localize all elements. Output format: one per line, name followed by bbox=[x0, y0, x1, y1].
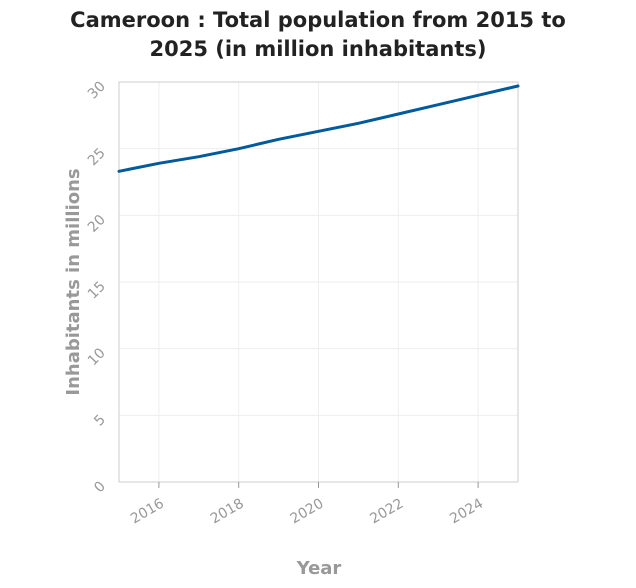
chart-title-line-1: Cameroon : Total population from 2015 to bbox=[70, 8, 566, 32]
chart-title: Cameroon : Total population from 2015 to… bbox=[0, 6, 636, 64]
y-tick-label: 0 bbox=[91, 479, 109, 497]
y-tick-label: 25 bbox=[85, 145, 109, 169]
x-tick-label: 2020 bbox=[288, 496, 327, 528]
series-layer bbox=[117, 84, 520, 173]
y-tick-label: 20 bbox=[85, 212, 109, 236]
grid-lines bbox=[119, 82, 518, 482]
x-axis-title: Year bbox=[296, 558, 342, 579]
series-line bbox=[117, 84, 520, 173]
y-tick-label: 15 bbox=[85, 279, 109, 303]
x-tick-label: 2018 bbox=[208, 496, 247, 528]
y-tick-label: 30 bbox=[85, 79, 109, 103]
y-tick-label: 5 bbox=[91, 412, 109, 430]
x-tick-label: 2024 bbox=[447, 496, 486, 528]
y-tick-label: 10 bbox=[85, 345, 109, 369]
y-axis-title: Inhabitants in millions bbox=[63, 168, 84, 395]
x-tick-label: 2022 bbox=[367, 496, 406, 528]
axis-ticks: 0 5 10 15 20 25 30 2016 2018 2020 2022 2024 bbox=[85, 79, 486, 528]
x-tick-label: 2016 bbox=[128, 496, 167, 528]
chart-title-line-2: 2025 (in million inhabitants) bbox=[149, 37, 487, 61]
